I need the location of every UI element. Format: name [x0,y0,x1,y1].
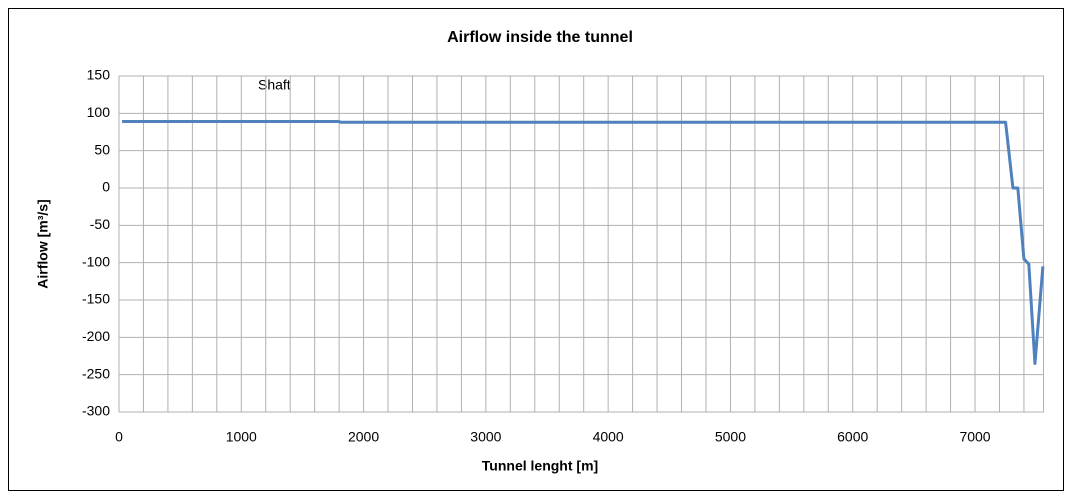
series-line [122,120,1045,365]
x-tick-label: 6000 [837,429,868,445]
y-tick-label: 100 [87,104,111,120]
chart-title: Airflow inside the tunnel [447,29,633,46]
y-tick-label: 50 [94,141,110,157]
y-tick-label: -150 [82,291,110,307]
y-axis-label: Airflow [m³/s] [35,199,51,288]
x-tick-label: 5000 [715,429,746,445]
y-tick-label: -100 [82,253,110,269]
x-tick-label: 7000 [959,429,990,445]
y-tick-label: -250 [82,365,110,381]
y-tick-label: -50 [90,216,110,232]
y-tick-label: 0 [102,179,110,195]
x-tick-label: 3000 [470,429,501,445]
y-tick-label: -200 [82,328,110,344]
x-tick-label: 2000 [348,429,379,445]
chart-frame [8,8,1064,491]
annotation: Shaft [258,77,291,93]
y-tick-label: 150 [87,67,111,83]
x-tick-label: 4000 [593,429,624,445]
y-tick-label: -300 [82,403,110,419]
x-axis-label: Tunnel lenght [m] [482,458,598,474]
x-tick-label: 1000 [226,429,257,445]
x-tick-label: 0 [115,429,123,445]
